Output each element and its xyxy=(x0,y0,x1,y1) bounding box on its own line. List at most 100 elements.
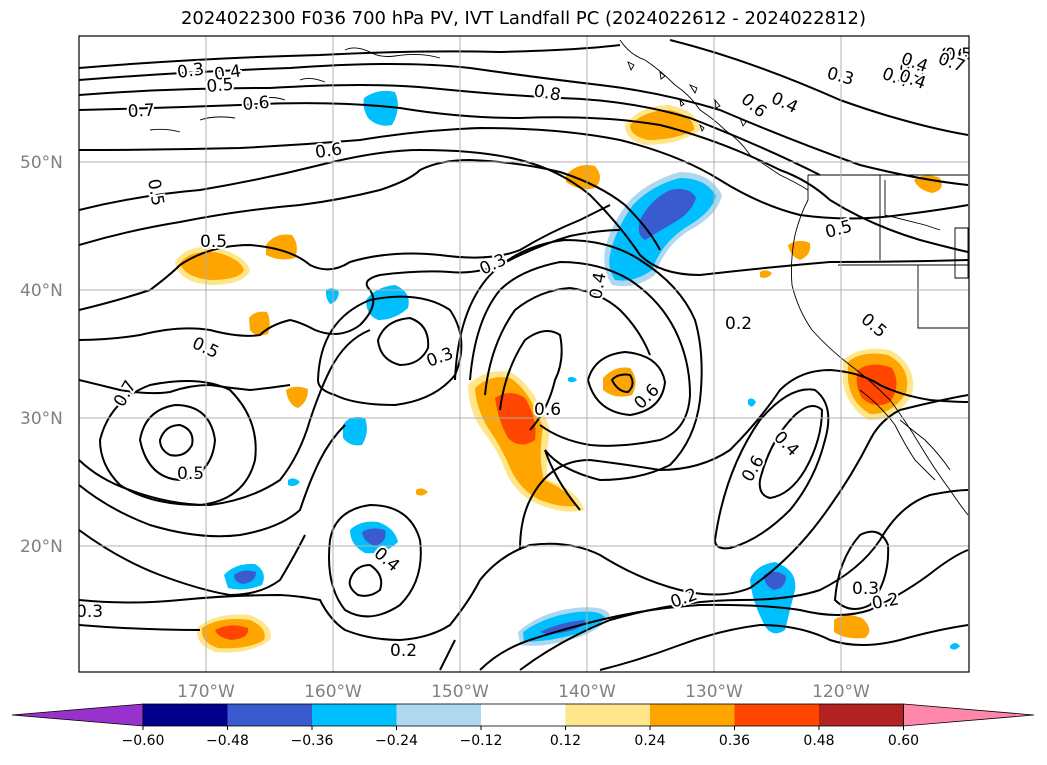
colorbar-tick-label: 0.48 xyxy=(803,733,834,749)
closed-contour-west-2 xyxy=(138,403,217,482)
gridlines xyxy=(79,36,969,672)
shading-layer xyxy=(175,90,960,653)
contour-label: 0.5 xyxy=(857,310,891,343)
neg-blob-u xyxy=(568,376,577,383)
lon-label-170w: 170°W xyxy=(177,682,235,702)
neg-blob-o xyxy=(288,478,300,486)
contour-label: 0.7 xyxy=(127,101,155,122)
neg-blob-n xyxy=(343,416,367,446)
pos-blob-i xyxy=(760,270,772,278)
trough-2 xyxy=(484,286,651,396)
trough-outer xyxy=(454,238,703,511)
contour-label: 0.3 xyxy=(852,579,879,599)
contour-label: 0.5 xyxy=(200,232,227,252)
contour-label: 0.2 xyxy=(390,641,417,661)
lon-label-130w: 130°W xyxy=(685,682,743,702)
pos-blob-central-core xyxy=(495,393,536,445)
contour-label: 0.8 xyxy=(532,81,562,105)
colorbar-cell xyxy=(227,704,313,726)
contour-label: 0.6 xyxy=(242,93,271,115)
contour-label: 0.6 xyxy=(534,400,561,420)
contour-label: 0.5 xyxy=(206,75,235,97)
colorbar-cell xyxy=(143,704,228,726)
colorbar-tick-label: 0.60 xyxy=(888,733,919,749)
contour-label: 0.6 xyxy=(314,139,344,163)
lon-labels: 170°W 160°W 150°W 140°W 130°W 120°W xyxy=(177,682,870,702)
closed-contour-mid-1 xyxy=(316,295,463,407)
colorbar-tick-label: 0.36 xyxy=(719,733,750,749)
contour-label: 0.4 xyxy=(586,271,610,301)
neg-blob-v xyxy=(950,643,960,650)
lat-label-20n: 20°N xyxy=(20,537,63,557)
neg-blob-t xyxy=(748,398,756,407)
colorbar-cell xyxy=(565,704,651,726)
colorbar-tick-label: −0.60 xyxy=(122,733,165,749)
colorbar-extend-min xyxy=(11,703,144,727)
closed-contour-mid-2 xyxy=(376,316,430,367)
closed-contour-east-1 xyxy=(586,350,667,417)
closed-contour-sw-2 xyxy=(348,563,383,597)
lat-label-30n: 30°N xyxy=(20,409,63,429)
closed-contour-east-2 xyxy=(610,373,634,394)
pos-blob-h xyxy=(788,240,811,260)
colorbar-ticks: −0.60 −0.48 −0.36 −0.24 −0.12 0.12 0.24 0.36 0.4… xyxy=(122,726,919,749)
contour-label: 0.5 xyxy=(143,177,167,207)
lon-label-150w: 150°W xyxy=(431,682,489,702)
contour-label: 0.5 xyxy=(945,45,972,65)
bc-coast xyxy=(790,175,969,516)
contour-label: 0.2 xyxy=(870,590,900,614)
colorbar-tick-label: 0.12 xyxy=(550,733,581,749)
colorbar-tick-label: −0.48 xyxy=(206,733,249,749)
colorbar-cell xyxy=(819,704,904,726)
colorbar-cells xyxy=(11,703,1035,727)
contour-label: 0.3 xyxy=(76,602,103,622)
lat-label-40n: 40°N xyxy=(20,281,63,301)
contour-label: 0.4 xyxy=(769,427,802,460)
pos-blob-k xyxy=(834,615,870,639)
pos-blob-d xyxy=(416,488,428,496)
contour-label: 0.6 xyxy=(941,45,968,65)
colorbar: −0.60 −0.48 −0.36 −0.24 −0.12 0.12 0.24 0.36 0.4… xyxy=(11,703,1035,749)
pos-blob-northpac-core xyxy=(180,251,244,280)
neg-blob-l xyxy=(366,285,409,320)
lon-label-120w: 120°W xyxy=(812,682,870,702)
contour-label: 0.4 xyxy=(768,88,801,118)
pos-blob-b xyxy=(249,311,270,336)
trough-1 xyxy=(469,260,692,447)
contour-label: 0.3 xyxy=(825,64,856,90)
closed-contour-se-3 xyxy=(833,530,890,610)
colorbar-tick-label: 0.24 xyxy=(634,733,665,749)
closed-contour-se-1 xyxy=(713,388,830,550)
alaska-coast xyxy=(149,39,809,191)
colorbar-cell xyxy=(481,704,566,726)
pos-blob-south-core xyxy=(215,625,249,640)
lon-label-160w: 160°W xyxy=(304,682,362,702)
closed-contour-sw-1 xyxy=(328,503,422,618)
baja-coast xyxy=(859,389,951,481)
lon-label-140w: 140°W xyxy=(558,682,616,702)
colorbar-extend-max xyxy=(903,703,1035,727)
colorbar-tick-label: −0.12 xyxy=(460,733,503,749)
contour-label: 0.6 xyxy=(630,380,663,413)
closed-contour-se-2 xyxy=(758,405,824,500)
colorbar-tick-label: −0.36 xyxy=(291,733,334,749)
neg-blob-q-core xyxy=(234,570,256,584)
colorbar-cell xyxy=(312,704,397,726)
pos-blob-e xyxy=(603,367,636,397)
closed-contour-west-3 xyxy=(158,423,194,457)
neg-blob-aleutian xyxy=(363,90,398,126)
contour-label: 0.5 xyxy=(823,217,854,243)
contour-label: 0.5 xyxy=(177,464,204,484)
state-lines xyxy=(838,175,969,329)
colorbar-frame xyxy=(142,703,904,727)
neg-blob-s-core xyxy=(764,571,786,590)
contour-label: 0.6 xyxy=(737,90,771,123)
coastline-layer xyxy=(149,39,969,516)
trough-3 xyxy=(499,330,563,431)
lat-labels: 50°N 40°N 30°N 20°N xyxy=(20,153,63,557)
neg-blob-m xyxy=(325,288,339,304)
lat-label-50n: 50°N xyxy=(20,153,63,173)
contour-label: 0.5 xyxy=(189,333,222,363)
colorbar-cell xyxy=(650,704,735,726)
